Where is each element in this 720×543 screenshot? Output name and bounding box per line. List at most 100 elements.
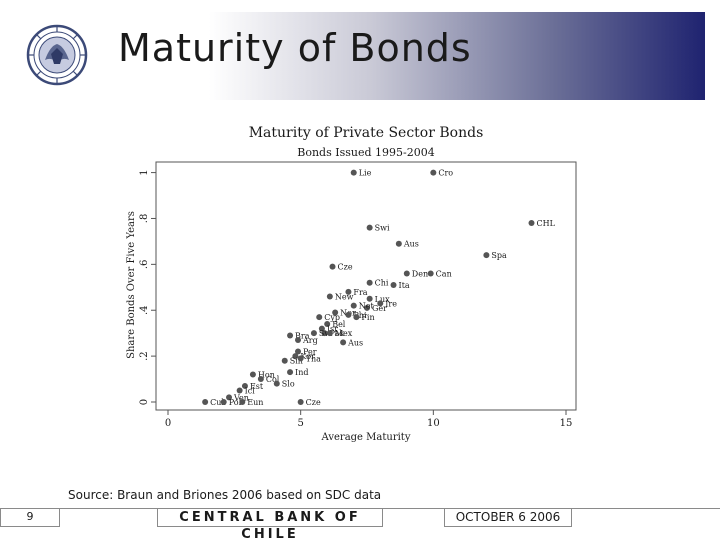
data-point-label: Sw — [319, 329, 331, 338]
data-point — [202, 399, 209, 405]
chart-subtitle: Bonds Issued 1995-2004 — [297, 146, 434, 159]
scatter-chart: Maturity of Private Sector Bonds Bonds I… — [120, 118, 590, 448]
data-point-label: Net — [359, 302, 375, 311]
data-point — [350, 302, 357, 309]
data-point-label: Fin — [361, 313, 374, 322]
data-point — [403, 270, 410, 277]
y-tick-label: .2 — [139, 351, 150, 361]
data-point-label: Ger — [372, 304, 387, 313]
data-point-label: New — [335, 292, 354, 301]
footer-divider — [0, 508, 720, 509]
data-point — [332, 309, 339, 316]
data-point — [427, 270, 434, 277]
data-point — [257, 376, 264, 383]
x-tick-label: 15 — [560, 418, 573, 429]
data-point — [321, 330, 328, 337]
data-point-label: Can — [436, 270, 452, 279]
data-point-label: Mex — [335, 329, 353, 338]
data-point-label: Den — [412, 270, 428, 279]
data-point-label: Pol — [229, 398, 242, 407]
chart-title: Maturity of Private Sector Bonds — [249, 125, 484, 141]
data-point-label: Ind — [295, 368, 308, 377]
data-point-label: Cro — [438, 169, 453, 178]
data-point — [390, 282, 397, 288]
data-point — [297, 399, 304, 405]
data-point-label: Aus — [347, 338, 363, 347]
data-point — [350, 169, 357, 176]
data-point-label: Hon — [258, 370, 275, 379]
y-axis-label: Share Bonds Over Five Years — [126, 211, 137, 359]
data-point-label: Cyp — [324, 313, 340, 322]
data-point-label: Pak — [330, 329, 345, 338]
data-point — [310, 330, 317, 337]
header-gradient-band — [100, 12, 705, 100]
data-point — [249, 371, 256, 378]
data-point-label: Cub — [210, 398, 226, 407]
data-point-label: Sin — [290, 357, 303, 366]
y-tick-label: .4 — [139, 305, 150, 315]
data-point-label: Aus — [403, 240, 419, 249]
data-point — [366, 295, 373, 302]
data-point — [528, 220, 535, 227]
central-bank-seal-icon — [26, 24, 88, 86]
x-tick-label: 5 — [297, 418, 303, 429]
y-tick-label: .8 — [139, 214, 150, 224]
y-tick-label: .6 — [139, 260, 150, 270]
data-point — [295, 337, 302, 344]
x-axis: 0 5 10 15 — [165, 410, 573, 429]
data-point-label: Fra — [353, 288, 367, 297]
data-point — [345, 288, 352, 295]
y-axis: 0 .2 .4 .6 .8 1 — [139, 169, 156, 405]
data-point-label: Eun — [247, 398, 263, 407]
page-number: 9 — [0, 509, 60, 527]
plot-frame — [155, 161, 577, 411]
data-point — [326, 330, 333, 337]
data-point-label: Est — [250, 382, 264, 391]
presentation-date: OCTOBER 6 2006 — [444, 509, 572, 527]
data-point-label: Cze — [338, 263, 353, 272]
slide-header — [0, 12, 705, 100]
data-point-label: Lie — [359, 169, 372, 178]
data-point — [281, 357, 288, 364]
data-point — [326, 293, 333, 300]
y-tick-label: 0 — [139, 399, 150, 405]
data-point — [318, 325, 325, 332]
data-point-label: Slo — [282, 380, 295, 389]
data-point — [364, 304, 370, 311]
source-note: Source: Braun and Briones 2006 based on … — [68, 488, 382, 502]
data-point-label: Col — [266, 375, 280, 384]
data-point-label: Ven — [233, 393, 249, 402]
data-point-label: Icl — [245, 387, 256, 396]
data-point-label: Cze — [306, 398, 321, 407]
data-point — [366, 224, 373, 231]
data-point — [236, 387, 243, 394]
data-point — [395, 240, 402, 247]
data-point — [483, 252, 490, 259]
data-point-label: Spa — [491, 251, 507, 260]
data-point — [366, 279, 373, 286]
data-point-label: Swi — [375, 224, 390, 233]
data-point — [273, 380, 280, 387]
data-point — [241, 382, 248, 389]
data-point — [340, 339, 347, 346]
data-point-label: Per — [303, 348, 317, 357]
data-point-label: Isr — [327, 325, 338, 334]
data-point-label: Lux — [375, 295, 390, 304]
data-point-label: Ita — [399, 281, 410, 290]
data-point — [377, 300, 384, 307]
data-point — [353, 314, 360, 321]
data-point-label: Chi — [375, 279, 389, 288]
data-point — [226, 394, 233, 401]
data-point — [287, 369, 294, 376]
data-point — [297, 355, 304, 362]
data-point-label: Phi — [353, 311, 367, 320]
slide-title: Maturity of Bonds — [118, 26, 472, 70]
x-tick-label: 10 — [427, 418, 440, 429]
data-point — [316, 314, 323, 321]
data-point-label: Tha — [306, 354, 321, 363]
data-point-label: Bel — [332, 320, 346, 329]
data-point-label: Ire — [385, 299, 397, 308]
data-point-label: Kor — [300, 352, 315, 361]
data-point — [345, 311, 352, 318]
x-axis-label: Average Maturity — [321, 432, 411, 443]
